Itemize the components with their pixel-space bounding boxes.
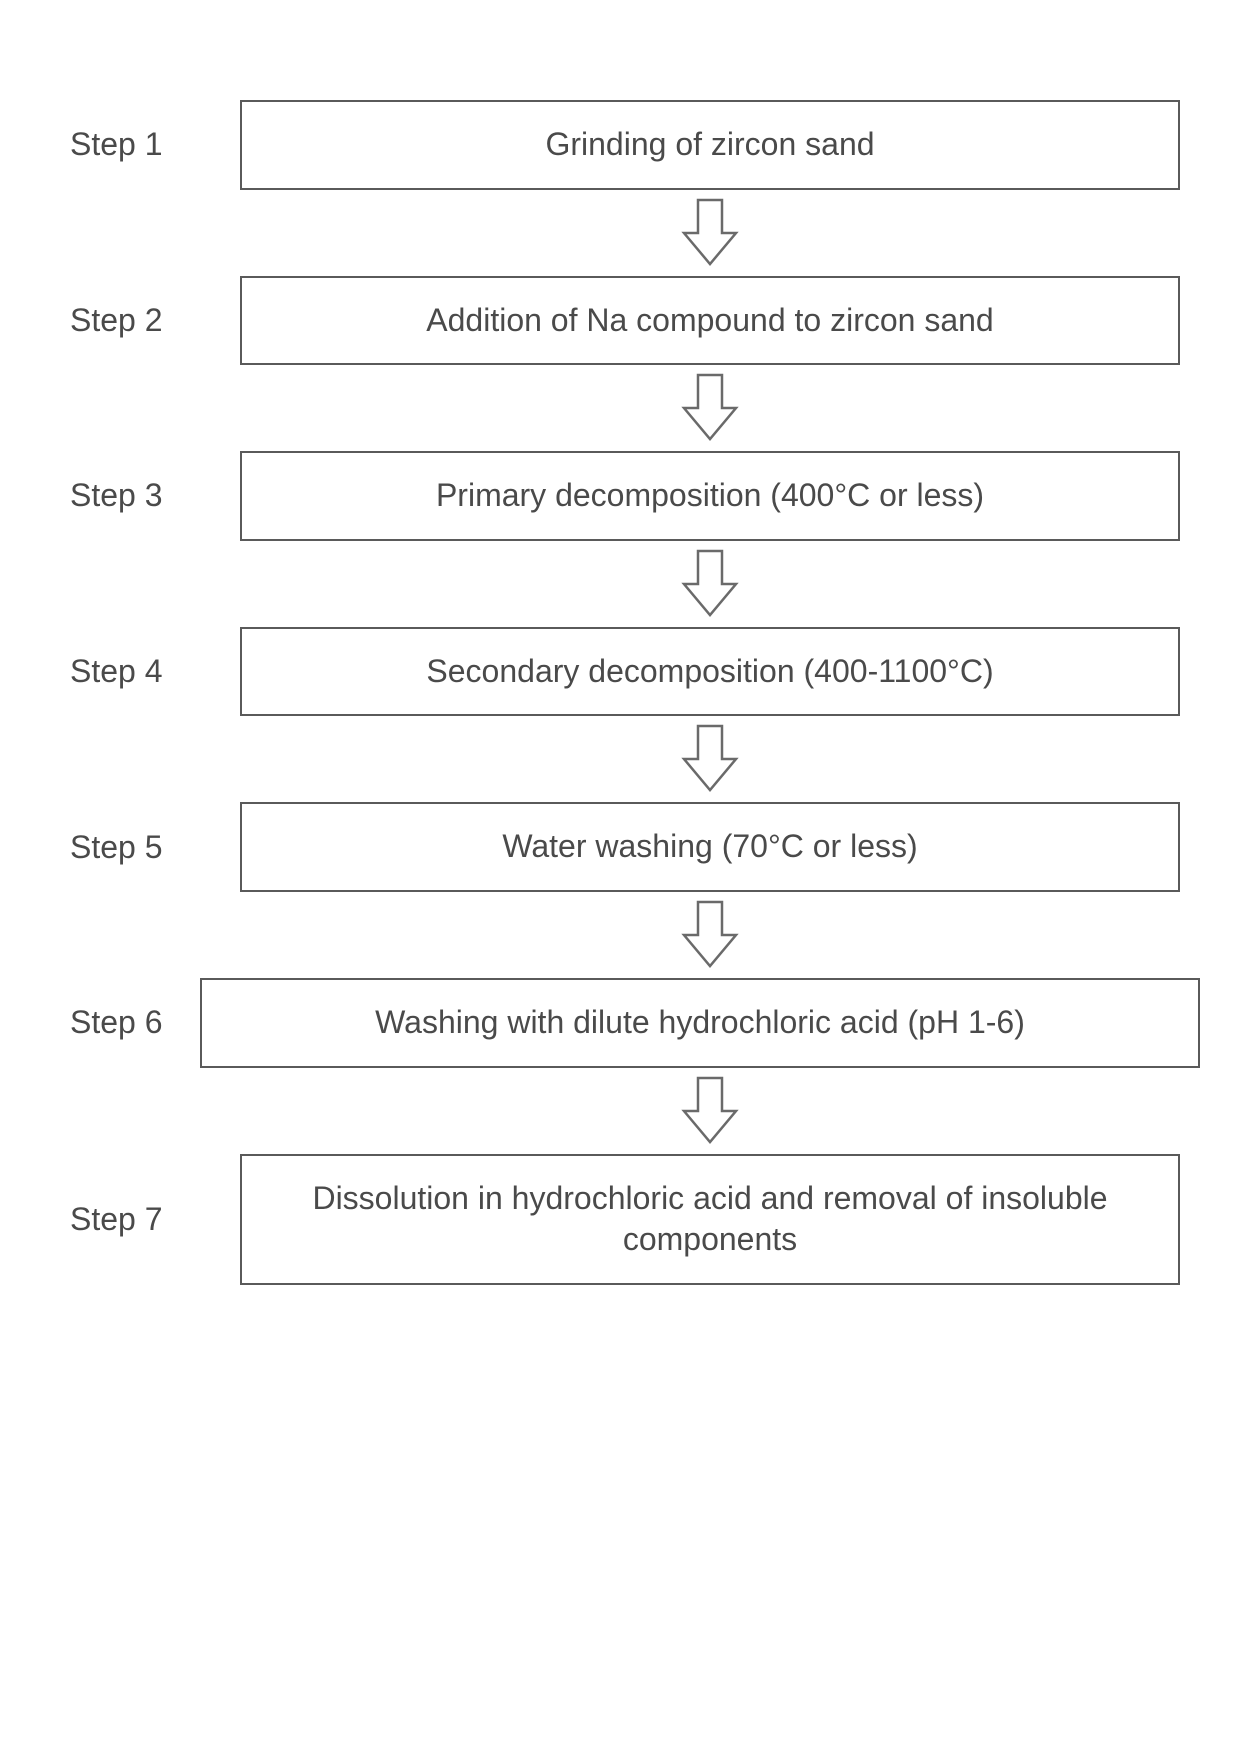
step-label-3: Step 3 [60,477,240,514]
arrow-5 [60,892,1180,978]
step-row-6: Step 6 Washing with dilute hydrochloric … [60,978,1180,1068]
arrow-4 [60,716,1180,802]
down-arrow-icon [680,724,740,794]
arrow-3 [60,541,1180,627]
down-arrow-icon [680,1076,740,1146]
down-arrow-icon [680,198,740,268]
step-row-7: Step 7 Dissolution in hydrochloric acid … [60,1154,1180,1285]
down-arrow-icon [680,900,740,970]
step-box-3: Primary decomposition (400°C or less) [240,451,1180,541]
step-box-4: Secondary decomposition (400-1100°C) [240,627,1180,717]
step-label-1: Step 1 [60,126,240,163]
step-row-5: Step 5 Water washing (70°C or less) [60,802,1180,892]
step-box-1: Grinding of zircon sand [240,100,1180,190]
step-label-7: Step 7 [60,1201,240,1238]
step-box-2: Addition of Na compound to zircon sand [240,276,1180,366]
step-box-5: Water washing (70°C or less) [240,802,1180,892]
step-box-6: Washing with dilute hydrochloric acid (p… [200,978,1200,1068]
step-row-3: Step 3 Primary decomposition (400°C or l… [60,451,1180,541]
arrow-6 [60,1068,1180,1154]
step-label-5: Step 5 [60,829,240,866]
down-arrow-icon [680,549,740,619]
arrow-2 [60,365,1180,451]
arrow-1 [60,190,1180,276]
step-row-2: Step 2 Addition of Na compound to zircon… [60,276,1180,366]
down-arrow-icon [680,373,740,443]
step-label-2: Step 2 [60,302,240,339]
step-label-4: Step 4 [60,653,240,690]
step-row-4: Step 4 Secondary decomposition (400-1100… [60,627,1180,717]
step-row-1: Step 1 Grinding of zircon sand [60,100,1180,190]
step-box-7: Dissolution in hydrochloric acid and rem… [240,1154,1180,1285]
flowchart-container: Step 1 Grinding of zircon sand Step 2 Ad… [60,100,1180,1285]
